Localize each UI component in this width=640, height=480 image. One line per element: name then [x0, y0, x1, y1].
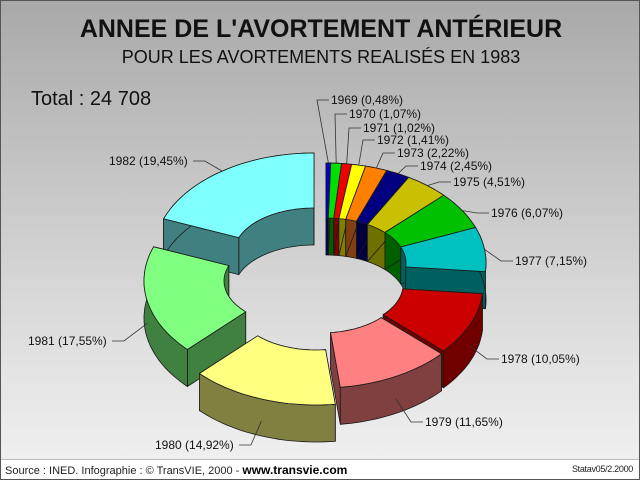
slice-label-1969: 1969 (0,48%): [331, 93, 403, 107]
slice-top-1979: [330, 317, 442, 388]
leader-line: [375, 152, 395, 169]
leader-line: [238, 421, 262, 446]
leader-line: [111, 322, 148, 342]
slice-label-1980: 1980 (14,92%): [155, 438, 234, 452]
chart-subtitle: POUR LES AVORTEMENTS REALISÉS EN 1983: [121, 47, 521, 67]
reference-code: Statav05/2.2000: [571, 464, 633, 474]
slice-label-1975: 1975 (4,51%): [453, 175, 525, 189]
slice-label-1976: 1976 (6,07%): [491, 206, 563, 220]
slice-label-1973: 1973 (2,22%): [397, 146, 469, 160]
slice-top-1980: [199, 335, 336, 406]
leader-line: [469, 346, 499, 360]
leader-line: [462, 210, 489, 214]
slice-top-1978: [382, 288, 483, 352]
leader-line: [334, 113, 347, 164]
slice-label-1971: 1971 (1,02%): [363, 121, 435, 135]
source-text: Source : INED. Infographie : © TransVIE,…: [5, 465, 243, 477]
slice-top-1982: [163, 152, 315, 238]
chart-title: ANNEE DE L'AVORTEMENT ANTÉRIEUR: [79, 15, 563, 43]
website-link[interactable]: www.transvie.com: [242, 463, 348, 477]
slice-label-1982: 1982 (19,45%): [109, 154, 188, 168]
footer-bar: Source : INED. Infographie : © TransVIE,…: [1, 459, 639, 479]
slice-label-1970: 1970 (1,07%): [349, 107, 421, 121]
leader-line: [427, 181, 451, 186]
slice-label-1981: 1981 (17,55%): [28, 334, 107, 348]
leader-line: [358, 139, 375, 166]
leader-line: [397, 165, 418, 174]
slice-label-1979: 1979 (11,65%): [425, 415, 503, 429]
leader-line: [484, 248, 513, 262]
leader-line: [346, 127, 361, 164]
slice-label-1978: 1978 (10,05%): [501, 352, 580, 366]
slice-label-1974: 1974 (2,45%): [420, 159, 492, 173]
leader-line: [192, 160, 223, 172]
leader-line: [316, 99, 329, 164]
slice-top-1977: [400, 227, 487, 273]
slice-top-1981: [143, 246, 247, 350]
slice-label-1972: 1972 (1,41%): [377, 133, 449, 147]
leader-line: [395, 398, 423, 423]
source-credit: Source : INED. Infographie : © TransVIE,…: [5, 463, 347, 477]
total-label: Total : 24 708: [31, 88, 152, 110]
slice-label-1977: 1977 (7,15%): [515, 254, 587, 268]
